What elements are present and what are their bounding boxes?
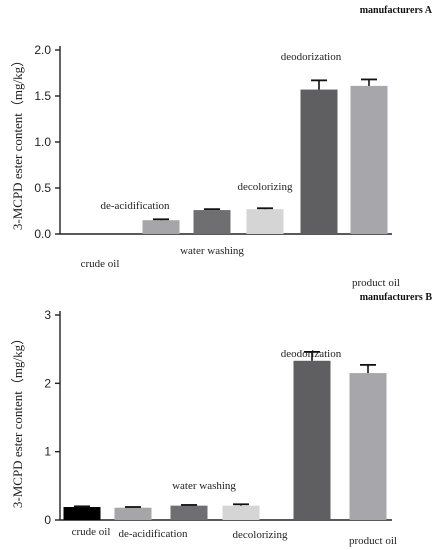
- bar: [350, 85, 388, 234]
- category-label: product oil: [352, 277, 400, 289]
- bar: [349, 373, 387, 520]
- category-label: de-acidification: [100, 200, 170, 212]
- chart-title: manufacturers B: [360, 292, 433, 303]
- y-tick-label: 1: [44, 445, 51, 459]
- bar: [63, 507, 101, 520]
- bar: [193, 210, 231, 234]
- bar: [293, 360, 331, 520]
- category-label: deodorization: [281, 51, 342, 63]
- category-label: de-acidification: [118, 528, 188, 540]
- bar: [170, 505, 208, 520]
- chart-panel-b: manufacturers B 3-MCPD ester content（mg/…: [10, 292, 432, 547]
- y-tick-label: 1.5: [34, 89, 51, 103]
- category-label: crude oil: [81, 258, 120, 270]
- y-axis-label: 3-MCPD ester content（mg/kg）: [10, 332, 25, 508]
- category-label: product oil: [349, 535, 397, 547]
- category-label: crude oil: [72, 526, 111, 538]
- bar: [246, 209, 284, 234]
- y-tick-label: 2: [44, 376, 51, 390]
- category-label: deodorization: [281, 348, 342, 360]
- y-tick-label: 2.0: [34, 43, 51, 57]
- bar: [222, 505, 260, 520]
- category-label: water washing: [172, 480, 236, 492]
- chart-marks: 0 1 2 3 crude oil de-acidification water washi…: [44, 308, 397, 547]
- bar: [300, 89, 338, 234]
- category-label: decolorizing: [238, 181, 293, 193]
- y-tick-label: 0.0: [34, 227, 51, 241]
- y-tick-label: 0.5: [34, 181, 51, 195]
- chart-marks: 0.0 0.5 1.0 1.5 2.0 crude oil de-acidification…: [34, 43, 400, 289]
- y-tick-label: 3: [44, 308, 51, 322]
- category-label: decolorizing: [233, 529, 288, 541]
- y-tick-label: 1.0: [34, 135, 51, 149]
- bar: [114, 507, 152, 520]
- chart-panel-a: manufacturers A 3-MCPD ester content（mg/…: [10, 5, 433, 289]
- category-label: water washing: [180, 245, 244, 257]
- y-axis-label: 3-MCPD ester content（mg/kg）: [10, 54, 25, 230]
- y-tick-label: 0: [44, 513, 51, 527]
- chart-title: manufacturers A: [360, 5, 433, 16]
- bar: [142, 220, 180, 234]
